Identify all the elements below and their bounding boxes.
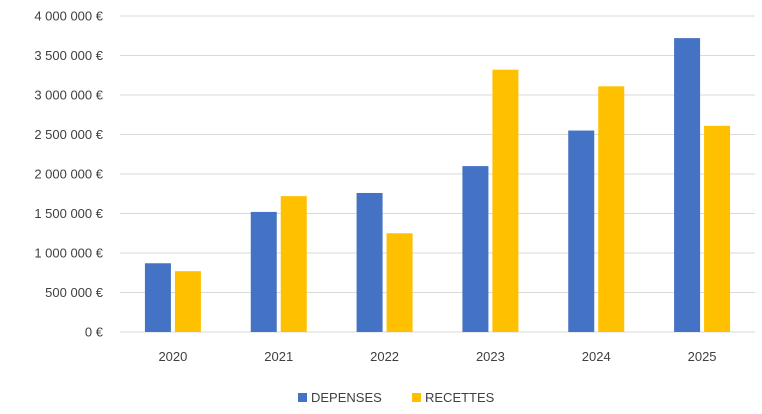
x-tick-label: 2024 <box>582 349 611 364</box>
bar-recettes <box>598 86 625 332</box>
gridlines <box>120 15 755 333</box>
bar-recettes <box>174 271 201 332</box>
bar-recettes <box>492 69 519 332</box>
bar-depenses <box>674 38 701 333</box>
legend-label-recettes: RECETTES <box>425 390 495 405</box>
legend-swatch-depenses <box>298 393 307 402</box>
y-tick-label: 2 000 000 € <box>34 167 103 182</box>
y-tick-label: 2 500 000 € <box>34 127 103 142</box>
x-tick-label: 2023 <box>476 349 505 364</box>
bar-depenses <box>462 166 489 332</box>
x-tick-label: 2020 <box>158 349 187 364</box>
legend-swatch-recettes <box>412 393 421 402</box>
bar-depenses <box>250 211 277 332</box>
y-tick-label: 3 000 000 € <box>34 88 103 103</box>
y-tick-label: 500 000 € <box>45 285 104 300</box>
x-axis-ticks: 2020 2021 2022 2023 2024 2025 <box>158 349 716 364</box>
y-tick-label: 3 500 000 € <box>34 48 103 63</box>
y-axis-ticks: 0 € 500 000 € 1 000 000 € 1 500 000 € 2 000 … <box>34 9 103 340</box>
legend: DEPENSES RECETTES <box>298 390 495 405</box>
x-tick-label: 2022 <box>370 349 399 364</box>
x-tick-label: 2021 <box>264 349 293 364</box>
bar-depenses <box>356 192 383 332</box>
x-tick-label: 2025 <box>688 349 717 364</box>
bar-depenses <box>568 130 595 332</box>
bars <box>144 38 731 333</box>
bar-recettes <box>280 196 307 332</box>
legend-label-depenses: DEPENSES <box>311 390 382 405</box>
y-tick-label: 1 500 000 € <box>34 206 103 221</box>
y-tick-label: 0 € <box>85 325 104 340</box>
bar-depenses <box>144 263 171 332</box>
y-tick-label: 4 000 000 € <box>34 9 103 24</box>
bar-recettes <box>704 125 731 332</box>
y-tick-label: 1 000 000 € <box>34 246 103 261</box>
bar-recettes <box>386 233 413 332</box>
